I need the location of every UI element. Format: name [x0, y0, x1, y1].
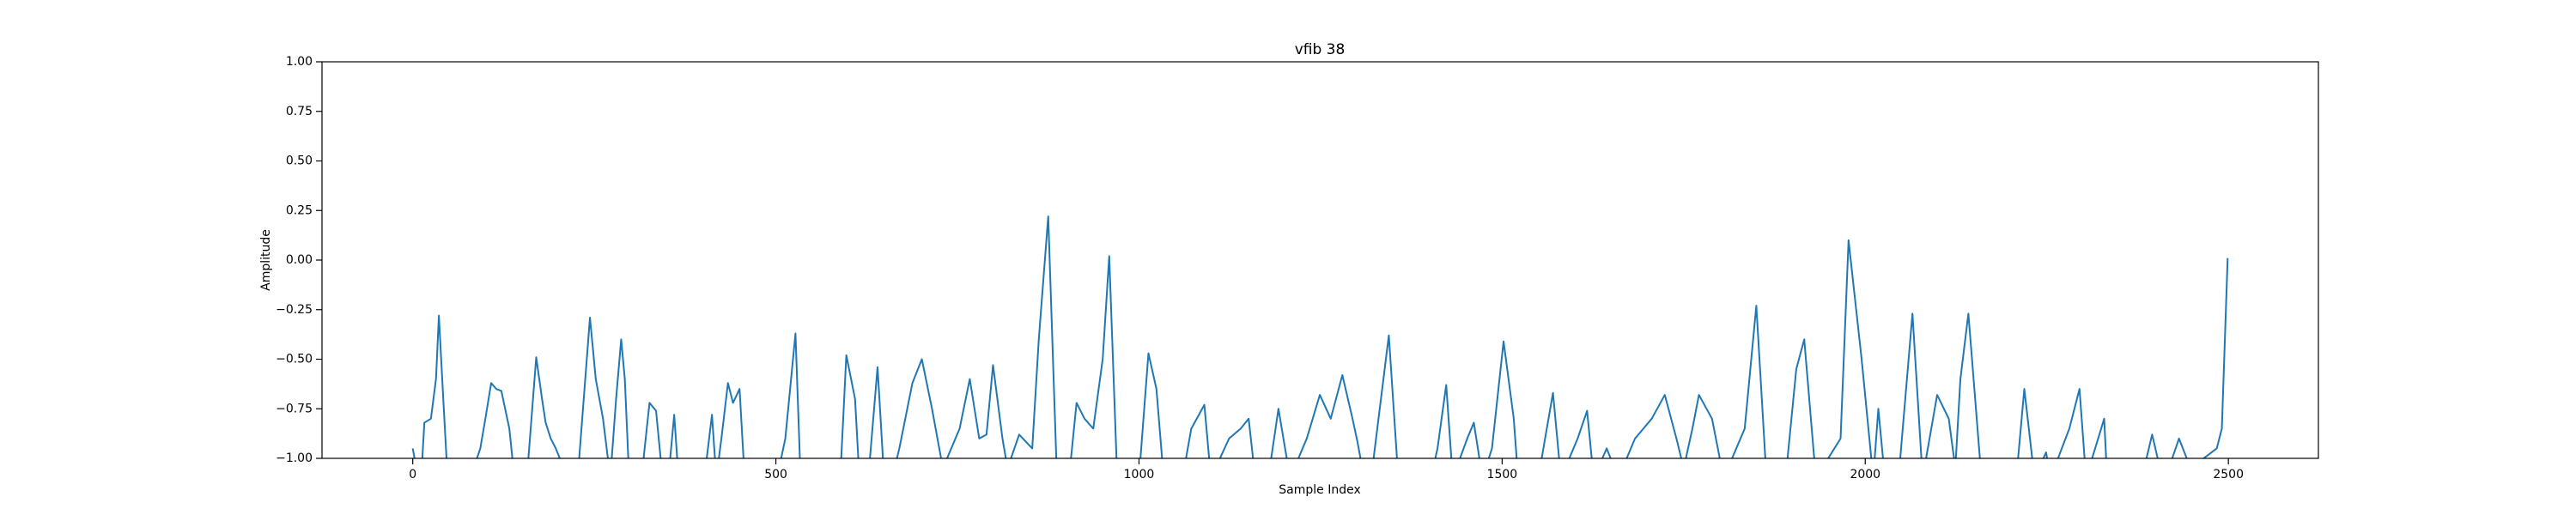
x-tick-label: 2000: [1850, 468, 1880, 482]
signal-line: [411, 215, 2229, 458]
y-tick-label: 0.25: [286, 203, 313, 217]
y-tick-label: −0.50: [276, 353, 313, 367]
y-tick-label: 1.00: [286, 55, 313, 69]
axes-frame: [321, 61, 2319, 459]
x-tick-label: 500: [764, 468, 787, 482]
x-tick-label: 2500: [2213, 468, 2244, 482]
y-axis-label: Amplitude: [259, 229, 273, 291]
y-tick-label: −0.75: [276, 402, 313, 415]
x-tick-label: 0: [409, 468, 416, 482]
y-tick-label: −0.25: [276, 303, 313, 317]
x-tick-label: 1500: [1487, 468, 1518, 482]
y-tick-label: 0.00: [286, 253, 313, 267]
chart-title: vfib 38: [1295, 41, 1346, 58]
y-tick-label: 0.50: [286, 154, 313, 168]
y-tick-label: −1.00: [276, 451, 313, 465]
x-tick-label: 1000: [1124, 468, 1155, 482]
plot-area: [411, 215, 2229, 458]
y-tick-label: 0.75: [286, 105, 313, 118]
x-axis-label: Sample Index: [1279, 483, 1360, 497]
